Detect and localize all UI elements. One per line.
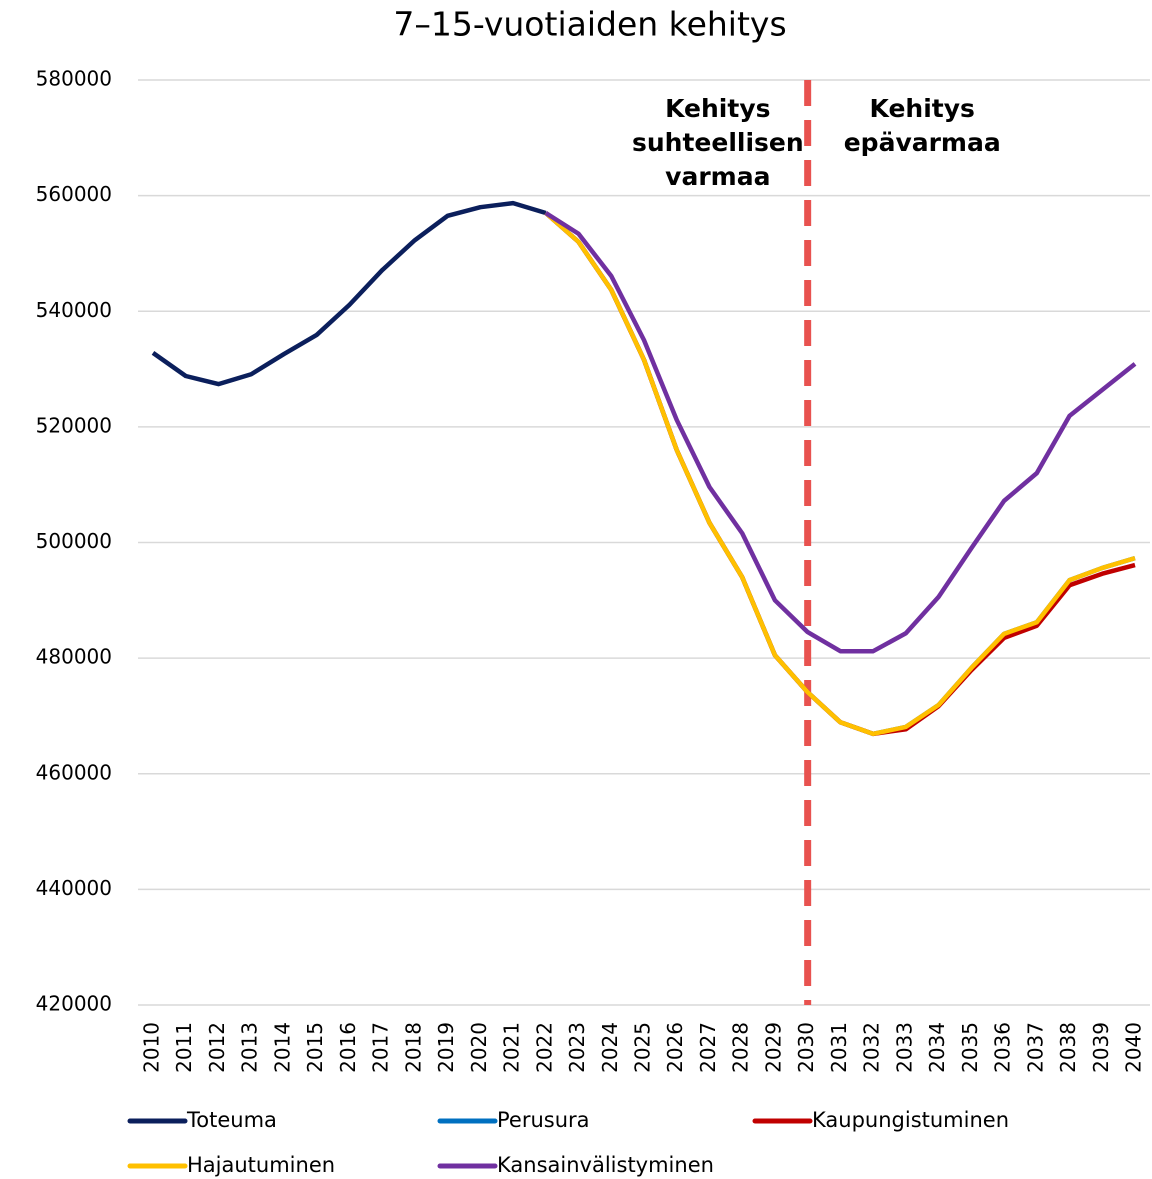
x-tick-label: 2015 [303, 1022, 327, 1073]
x-tick-label: 2012 [205, 1022, 229, 1073]
y-tick-label: 540000 [36, 298, 112, 322]
annotation: suhteellisen [632, 128, 804, 157]
x-tick-label: 2038 [1056, 1022, 1080, 1073]
x-tick-label: 2017 [369, 1022, 393, 1073]
legend-label: Toteuma [186, 1108, 277, 1132]
series-line [544, 211, 1136, 737]
y-tick-label: 480000 [36, 645, 112, 669]
y-tick-label: 500000 [36, 529, 112, 553]
x-tick-label: 2027 [696, 1022, 720, 1073]
x-tick-label: 2033 [892, 1022, 916, 1073]
x-tick-label: 2031 [827, 1022, 851, 1073]
x-tick-label: 2036 [991, 1022, 1015, 1073]
legend-label: Kaupungistuminen [812, 1108, 1009, 1132]
annotation: epävarmaa [844, 128, 1001, 157]
x-tick-label: 2020 [467, 1022, 491, 1073]
y-tick-label: 420000 [36, 992, 112, 1016]
x-tick-label: 2025 [631, 1022, 655, 1073]
x-tick-label: 2029 [761, 1022, 785, 1073]
y-tick-label: 520000 [36, 413, 112, 437]
annotation: varmaa [665, 162, 770, 191]
y-tick-label: 580000 [36, 67, 112, 91]
x-tick-label: 2014 [270, 1022, 294, 1073]
series-line [544, 211, 1137, 654]
legend-label: Hajautuminen [187, 1153, 335, 1177]
x-tick-label: 2040 [1122, 1022, 1146, 1073]
x-tick-label: 2013 [238, 1022, 262, 1073]
x-tick-label: 2024 [598, 1022, 622, 1073]
y-tick-label: 440000 [36, 876, 112, 900]
series-line [151, 200, 547, 387]
x-tick-label: 2034 [925, 1022, 949, 1073]
x-tick-label: 2011 [172, 1022, 196, 1073]
x-tick-label: 2035 [958, 1022, 982, 1073]
x-tick-label: 2032 [860, 1022, 884, 1073]
x-tick-label: 2022 [532, 1022, 556, 1073]
y-tick-label: 460000 [36, 760, 112, 784]
x-tick-label: 2021 [500, 1022, 524, 1073]
annotation: Kehitys [870, 94, 975, 123]
x-tick-label: 2026 [663, 1022, 687, 1073]
annotation: Kehitys [665, 94, 770, 123]
x-tick-label: 2037 [1023, 1022, 1047, 1073]
series-line [544, 211, 1136, 737]
series-line [544, 211, 1136, 737]
legend-label: Perusura [497, 1108, 590, 1132]
x-tick-label: 2016 [336, 1022, 360, 1073]
legend-label: Kansainvälistyminen [497, 1153, 714, 1177]
x-tick-label: 2018 [401, 1022, 425, 1073]
x-tick-label: 2030 [794, 1022, 818, 1073]
y-tick-label: 560000 [36, 182, 112, 206]
x-tick-label: 2010 [140, 1022, 164, 1073]
x-tick-label: 2019 [434, 1022, 458, 1073]
chart-title: 7–15-vuotiaiden kehitys [393, 5, 786, 44]
x-tick-label: 2039 [1089, 1022, 1113, 1073]
x-tick-label: 2023 [565, 1022, 589, 1073]
x-tick-label: 2028 [729, 1022, 753, 1073]
